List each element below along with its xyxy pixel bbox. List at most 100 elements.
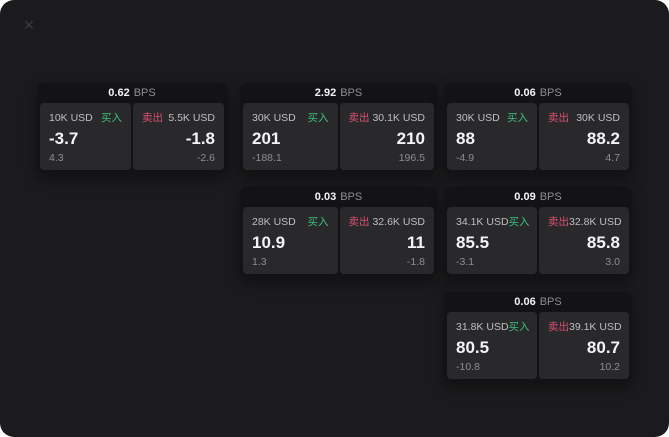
buy-delta: -3.1 [456,256,475,268]
sell-panel-header: 卖出 39.1K USD [548,319,622,334]
buy-amount: 31.8K USD [456,320,509,333]
buy-delta: 4.3 [49,152,64,164]
buy-quote-panel[interactable]: 31.8K USD 买入 80.5 -10.8 [447,312,537,379]
sell-amount: 30.1K USD [372,111,425,124]
quote-card: 2.92 BPS 30K USD 买入 201 -188.1 卖出 30.1K … [240,83,437,173]
card-header: 2.92 BPS [243,83,434,103]
buy-quote-panel[interactable]: 30K USD 买入 88 -4.9 [447,103,537,170]
buy-panel-header: 34.1K USD 买入 [456,214,530,229]
sell-quote-panel[interactable]: 卖出 30.1K USD 210 196.5 [339,103,434,170]
bps-unit-label: BPS [539,191,562,203]
sell-amount: 32.6K USD [372,215,425,228]
sell-amount: 39.1K USD [569,320,622,333]
buy-price: 201 [252,128,281,148]
sell-delta: 3.0 [605,256,620,268]
sell-side-label: 卖出 [548,216,569,228]
sell-side-label: 卖出 [348,112,370,124]
bps-unit-label: BPS [539,296,562,308]
sell-delta: -2.6 [196,152,215,164]
sell-quote-panel[interactable]: 卖出 30K USD 88.2 4.7 [539,103,629,170]
buy-amount: 30K USD [252,111,296,124]
card-header: 0.06 BPS [447,83,629,103]
buy-price: -3.7 [49,128,79,148]
sell-price: -1.8 [185,128,215,148]
buy-price: 10.9 [252,232,286,252]
buy-side-label: 买入 [508,321,530,333]
quote-panels: 30K USD 买入 201 -188.1 卖出 30.1K USD 210 1… [243,103,434,170]
buy-price: 85.5 [456,232,490,252]
sell-price: 80.7 [586,337,620,357]
quote-card: 0.06 BPS 31.8K USD 买入 80.5 -10.8 卖出 39.1… [444,292,632,382]
buy-amount: 30K USD [456,111,500,124]
buy-side-label: 买入 [101,112,122,124]
quote-card: 0.06 BPS 30K USD 买入 88 -4.9 卖出 30K USD 8… [444,83,632,173]
buy-price: 80.5 [456,337,490,357]
card-header: 0.03 BPS [243,187,434,207]
quote-card: 0.62 BPS 10K USD 买入 -3.7 4.3 卖出 5.5K USD… [37,83,227,173]
buy-side-label: 买入 [307,216,329,228]
buy-panel-header: 30K USD 买入 [252,110,329,125]
sell-panel-header: 卖出 32.6K USD [349,214,426,229]
sell-side-label: 卖出 [548,112,569,124]
sell-side-label: 卖出 [348,216,370,228]
sell-panel-header: 卖出 30K USD [548,110,620,125]
sell-price: 85.8 [586,232,620,252]
sell-price: 210 [396,128,425,148]
buy-panel-header: 30K USD 买入 [456,110,528,125]
bps-value: 0.06 [514,296,536,308]
sell-quote-panel[interactable]: 卖出 32.8K USD 85.8 3.0 [539,207,629,274]
buy-quote-panel[interactable]: 30K USD 买入 201 -188.1 [243,103,338,170]
buy-delta: -4.9 [456,152,475,164]
sell-quote-panel[interactable]: 卖出 32.6K USD 11 -1.8 [339,207,434,274]
buy-side-label: 买入 [507,112,528,124]
bps-unit-label: BPS [340,191,363,203]
bps-value: 0.62 [108,87,130,99]
card-header: 0.09 BPS [447,187,629,207]
buy-side-label: 买入 [508,216,530,228]
sell-panel-header: 卖出 5.5K USD [142,110,215,125]
quote-card: 0.09 BPS 34.1K USD 买入 85.5 -3.1 卖出 32.8K… [444,187,632,277]
sell-delta: 196.5 [398,152,425,164]
quote-panels: 28K USD 买入 10.9 1.3 卖出 32.6K USD 11 -1.8 [243,207,434,274]
quote-panels: 30K USD 买入 88 -4.9 卖出 30K USD 88.2 4.7 [447,103,629,170]
sell-delta: 4.7 [605,152,620,164]
sell-delta: -1.8 [406,256,425,268]
sell-amount: 5.5K USD [168,111,215,124]
buy-amount: 10K USD [49,111,93,124]
buy-panel-header: 10K USD 买入 [49,110,122,125]
bps-unit-label: BPS [539,87,562,99]
buy-delta: -10.8 [456,361,480,373]
sell-quote-panel[interactable]: 卖出 39.1K USD 80.7 10.2 [539,312,629,379]
sell-amount: 30K USD [576,111,620,124]
buy-side-label: 买入 [307,112,329,124]
buy-delta: -188.1 [252,152,282,164]
quote-panels: 34.1K USD 买入 85.5 -3.1 卖出 32.8K USD 85.8… [447,207,629,274]
buy-delta: 1.3 [252,256,267,268]
buy-quote-panel[interactable]: 10K USD 买入 -3.7 4.3 [40,103,131,170]
buy-panel-header: 31.8K USD 买入 [456,319,530,334]
buy-price: 88 [456,128,475,148]
buy-panel-header: 28K USD 买入 [252,214,329,229]
buy-quote-panel[interactable]: 34.1K USD 买入 85.5 -3.1 [447,207,537,274]
sell-delta: 10.2 [599,361,620,373]
quote-panels: 10K USD 买入 -3.7 4.3 卖出 5.5K USD -1.8 -2.… [40,103,224,170]
sell-panel-header: 卖出 32.8K USD [548,214,622,229]
sell-price: 88.2 [586,128,620,148]
bps-value: 0.06 [514,87,536,99]
sell-panel-header: 卖出 30.1K USD [349,110,426,125]
quote-card: 0.03 BPS 28K USD 买入 10.9 1.3 卖出 32.6K US… [240,187,437,277]
card-header: 0.06 BPS [447,292,629,312]
sell-quote-panel[interactable]: 卖出 5.5K USD -1.8 -2.6 [133,103,224,170]
bps-value: 0.09 [514,191,536,203]
close-icon[interactable]: ✕ [23,17,35,33]
buy-quote-panel[interactable]: 28K USD 买入 10.9 1.3 [243,207,338,274]
bps-unit-label: BPS [340,87,363,99]
card-header: 0.62 BPS [40,83,224,103]
quote-panels: 31.8K USD 买入 80.5 -10.8 卖出 39.1K USD 80.… [447,312,629,379]
bps-unit-label: BPS [133,87,156,99]
sell-side-label: 卖出 [548,321,569,333]
bps-value: 0.03 [314,191,337,203]
sell-side-label: 卖出 [142,112,163,124]
sell-price: 11 [407,232,425,252]
